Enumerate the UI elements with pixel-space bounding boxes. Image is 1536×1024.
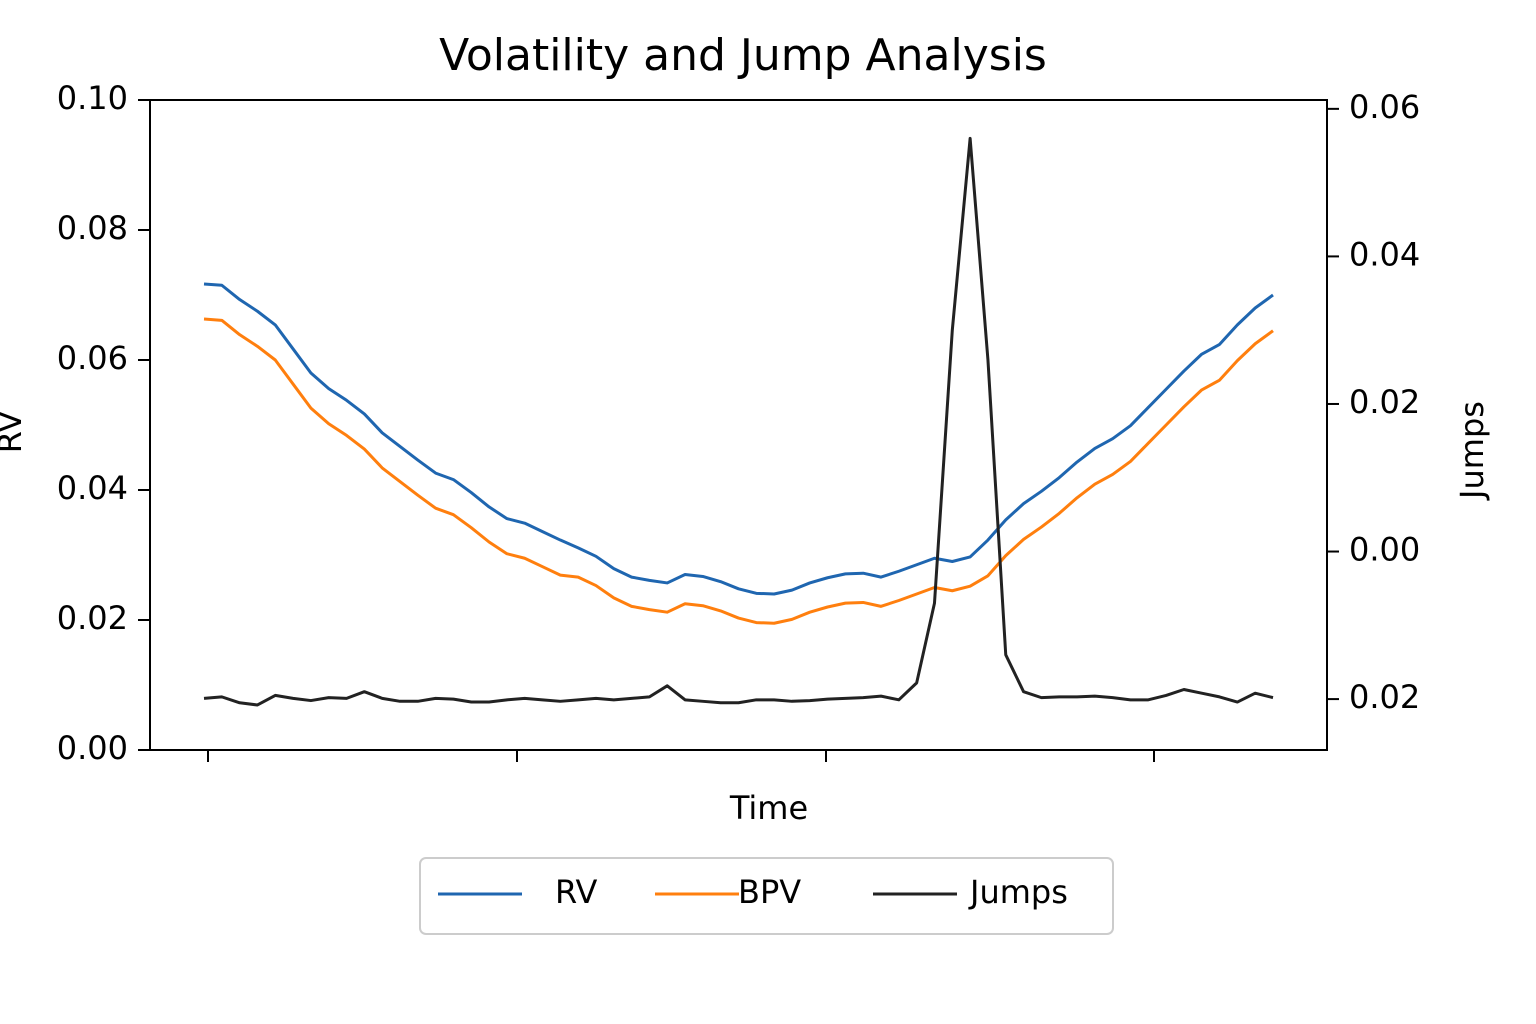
legend-label: BPV (738, 873, 801, 911)
chart-title: Volatility and Jump Analysis (439, 30, 1047, 81)
series-line (203, 136, 1274, 707)
y2-axis-label: Jumps (1453, 401, 1491, 501)
series-line (203, 317, 1274, 625)
y2-tick-label: 0.00 (1349, 531, 1420, 569)
legend (419, 857, 1114, 935)
y-tick-label: 0.02 (57, 599, 128, 637)
x-axis-label: Time (729, 789, 808, 827)
y-tick-label: 0.06 (57, 339, 128, 377)
y-axis-label: RV (0, 411, 29, 453)
y-tick-label: 0.10 (57, 79, 128, 117)
y-tick-label: 0.00 (57, 729, 128, 767)
x-ticks (207, 750, 1155, 762)
y2-tick-label: 0.02 (1349, 678, 1420, 716)
y-tick-label: 0.08 (57, 209, 128, 247)
series-line (203, 282, 1274, 596)
y2-tick-label: 0.04 (1349, 235, 1420, 273)
legend-label: RV (555, 873, 597, 911)
y2-tick-label: 0.06 (1349, 88, 1420, 126)
legend-label: Jumps (968, 873, 1068, 911)
y2-tick-label: 0.02 (1349, 383, 1420, 421)
y-tick-label: 0.04 (57, 469, 128, 507)
plot-frame (149, 99, 1328, 751)
